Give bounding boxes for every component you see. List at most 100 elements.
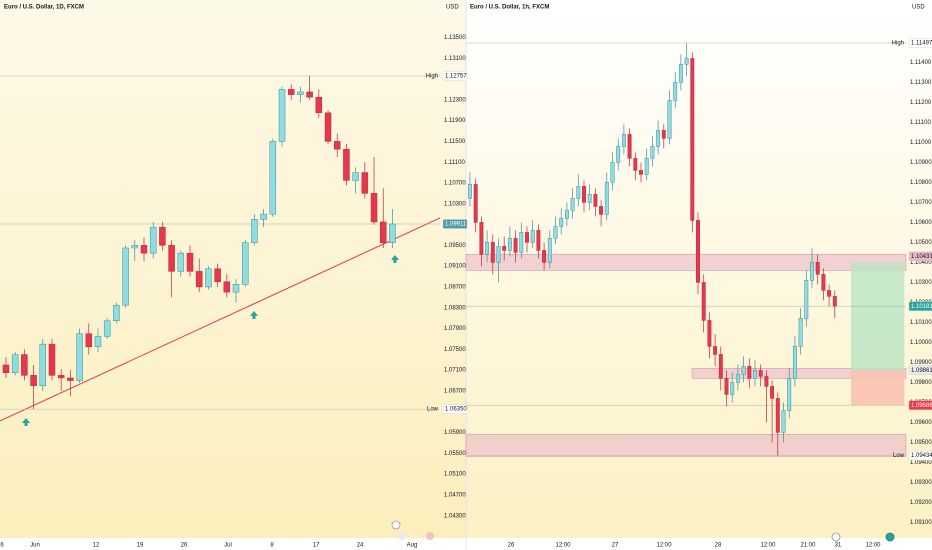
candle-body — [496, 246, 501, 263]
candle-body — [781, 410, 786, 433]
candle-body — [730, 382, 735, 395]
y-tick-label: 1.10700 — [910, 200, 932, 206]
candle-body — [195, 271, 203, 288]
candle-body — [479, 222, 484, 255]
candle-body — [57, 375, 65, 379]
flag-icon[interactable] — [426, 532, 434, 540]
price-tag-label: 1.09686 — [911, 403, 932, 409]
candle-body — [604, 182, 609, 215]
candle-body — [269, 141, 277, 215]
candle-body — [389, 223, 396, 244]
candle-body — [507, 238, 512, 251]
candle-body — [747, 366, 752, 379]
candle-body — [103, 320, 111, 337]
status-icon[interactable] — [885, 532, 895, 542]
candle-body — [582, 186, 586, 203]
candle-body — [159, 226, 166, 246]
candle-body — [667, 100, 672, 139]
y-tick-label: 1.10400 — [910, 260, 932, 266]
event-icon[interactable] — [831, 532, 841, 542]
candle-body — [587, 194, 592, 203]
candle-body — [633, 158, 638, 171]
candle-body — [650, 146, 655, 159]
y-tick-label: 1.07900 — [444, 326, 466, 332]
y-tick-label: 1.05500 — [444, 451, 466, 457]
candle-body — [485, 242, 490, 255]
candle-body — [251, 219, 258, 244]
candle-body — [690, 58, 695, 221]
candle-body — [764, 376, 769, 387]
x-tick-label: 27 — [612, 543, 619, 549]
candle-body — [576, 186, 581, 199]
candle-body — [770, 386, 775, 399]
y-tick-label: 1.11400 — [910, 60, 932, 66]
candle-body — [21, 354, 28, 376]
y-tick-label: 1.10600 — [910, 220, 932, 226]
candle-body — [140, 245, 148, 254]
y-tick-label: 1.11100 — [910, 120, 931, 126]
position-target — [850, 262, 905, 371]
y-tick-label: 1.09500 — [444, 243, 466, 249]
candle-body — [333, 141, 341, 150]
y-tick-label: 1.12300 — [444, 97, 466, 103]
chart-title: Euro / U.S. Dollar, 1h, FXCM — [470, 5, 549, 11]
candle-body — [701, 282, 706, 321]
x-tick-label: 24 — [357, 543, 364, 549]
y-tick-label: 1.08700 — [444, 285, 466, 291]
candle-body — [39, 343, 47, 387]
y-tick-label: 1.11300 — [910, 80, 932, 86]
candle-body — [468, 184, 472, 199]
candle-body — [718, 354, 723, 379]
x-tick-label: Jun — [30, 543, 40, 549]
price-tag — [908, 400, 932, 410]
candle-body — [821, 274, 826, 291]
trendline — [0, 217, 441, 422]
candle-body — [232, 284, 240, 293]
candle-body — [810, 262, 814, 281]
y-tick-label: 1.11500 — [444, 139, 466, 145]
x-tick-label: 12 — [93, 543, 100, 549]
price-tag-label: 1.09434 — [911, 453, 932, 459]
candle-body — [473, 184, 478, 223]
candle-body — [297, 91, 304, 95]
candle-body — [513, 238, 518, 253]
flag-icon[interactable] — [398, 532, 406, 540]
candle-body — [67, 377, 74, 381]
y-tick-label: 1.13500 — [444, 35, 466, 41]
candle-body — [530, 230, 535, 243]
candle-body — [547, 238, 552, 263]
event-icon[interactable] — [391, 520, 401, 530]
left-panel-bg — [0, 0, 466, 538]
x-tick-label: 12:00 — [657, 543, 673, 549]
candle-body — [753, 370, 757, 379]
zone — [465, 434, 907, 457]
chart-layer: Euro / U.S. Dollar, 1D, FXCM USD 1.13500 1.… — [0, 5, 932, 549]
candle-body — [639, 170, 643, 175]
x-tick-label: 12:00 — [760, 543, 776, 549]
price-tag-label: 1.12757 — [445, 74, 467, 80]
candle-body — [832, 296, 837, 307]
candle-body — [792, 346, 797, 379]
x-tick-label: Aug — [407, 543, 418, 549]
candle-body — [735, 374, 740, 383]
x-tick-label: 12:00 — [556, 543, 572, 549]
y-tick-label: 1.09100 — [910, 520, 932, 526]
candle-body — [260, 213, 267, 220]
candle-body — [379, 221, 387, 244]
y-tick-label: 1.08300 — [444, 305, 466, 311]
zone — [691, 368, 907, 379]
candle-body — [306, 91, 313, 98]
y-tick-label: 1.11000 — [910, 140, 932, 146]
candle-body — [707, 320, 712, 347]
price-tag — [442, 71, 468, 81]
candle-body — [519, 232, 524, 253]
price-tag — [442, 404, 468, 414]
candle-body — [113, 304, 120, 322]
candle-body — [684, 58, 689, 65]
x-tick-label: 6 — [0, 543, 4, 549]
x-tick-label: Jul — [224, 543, 232, 549]
candle-body — [559, 218, 564, 227]
x-tick-label: 17 — [313, 543, 320, 549]
y-tick-label: 1.05100 — [444, 472, 466, 478]
